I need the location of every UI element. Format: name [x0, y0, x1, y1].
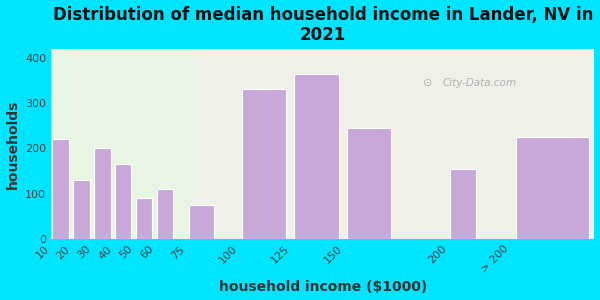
Text: City-Data.com: City-Data.com: [442, 78, 517, 88]
Bar: [193, 49, 595, 239]
Bar: [516, 137, 589, 239]
Text: ⊙: ⊙: [423, 78, 433, 88]
X-axis label: household income ($1000): household income ($1000): [218, 280, 427, 294]
Bar: [73, 180, 89, 239]
Bar: [52, 139, 69, 239]
Bar: [450, 169, 476, 239]
Title: Distribution of median household income in Lander, NV in
2021: Distribution of median household income …: [53, 6, 593, 44]
Bar: [295, 74, 338, 239]
Bar: [136, 198, 152, 239]
Bar: [51, 49, 193, 239]
Bar: [347, 128, 391, 239]
Bar: [115, 164, 131, 239]
Bar: [157, 189, 173, 239]
Y-axis label: households: households: [5, 99, 20, 188]
Bar: [94, 148, 110, 239]
Bar: [188, 205, 214, 239]
Bar: [242, 89, 286, 239]
